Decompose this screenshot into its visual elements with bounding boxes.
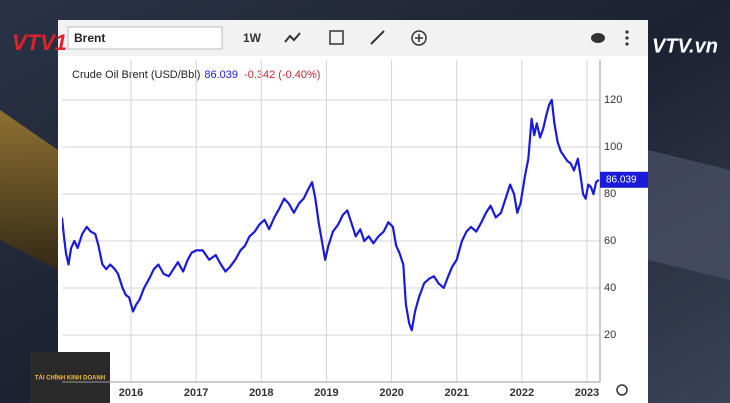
price-tag-label: 86.039 [606, 174, 637, 185]
x-tick-label: 2022 [510, 387, 534, 399]
chart-type-icon[interactable] [284, 32, 301, 43]
last-value: 86.039 [204, 69, 238, 81]
price-line [62, 98, 600, 332]
price-tag [600, 171, 648, 188]
x-tick-label: 2023 [575, 387, 599, 399]
x-tick-label: 2017 [184, 387, 208, 399]
y-tick-label: 20 [604, 329, 616, 341]
draw-icon[interactable] [370, 30, 385, 45]
y-tick-label: 100 [604, 141, 622, 153]
menu-icon [625, 42, 629, 46]
interval-button[interactable]: 1W [243, 31, 262, 45]
change: -0.342 (-0.40%) [244, 69, 320, 81]
channel-logo: VTV1 [12, 30, 67, 55]
program-name: TÀI CHÍNH KINH DOANH [35, 374, 105, 382]
x-tick-label: 2018 [249, 387, 273, 399]
search-text: Brent [74, 31, 105, 45]
y-tick-label: 80 [604, 188, 616, 200]
menu-icon[interactable] [625, 30, 629, 34]
settings-icon[interactable] [616, 384, 628, 396]
add-icon[interactable] [411, 30, 427, 46]
y-tick-label: 40 [604, 282, 616, 294]
search-box[interactable] [67, 26, 223, 50]
x-tick-label: 2016 [119, 387, 143, 399]
chart-title: Crude Oil Brent (USD/Bbl) [72, 69, 200, 81]
watermark: VTV.vn [652, 35, 718, 57]
x-tick-label: 2020 [379, 387, 403, 399]
decor [648, 150, 730, 280]
decor [0, 110, 58, 270]
plot [62, 98, 600, 332]
y-tick-label: 120 [604, 94, 622, 106]
program-badge [30, 352, 110, 403]
add-icon-plus [415, 34, 423, 42]
x-tick-label: 2021 [444, 387, 468, 399]
y-tick-label: 60 [604, 235, 616, 247]
calendar-icon[interactable] [329, 30, 344, 45]
x-tick-label: 2019 [314, 387, 338, 399]
menu-icon [625, 36, 629, 40]
chart-panel [58, 20, 648, 403]
cloud-icon[interactable] [591, 33, 605, 43]
